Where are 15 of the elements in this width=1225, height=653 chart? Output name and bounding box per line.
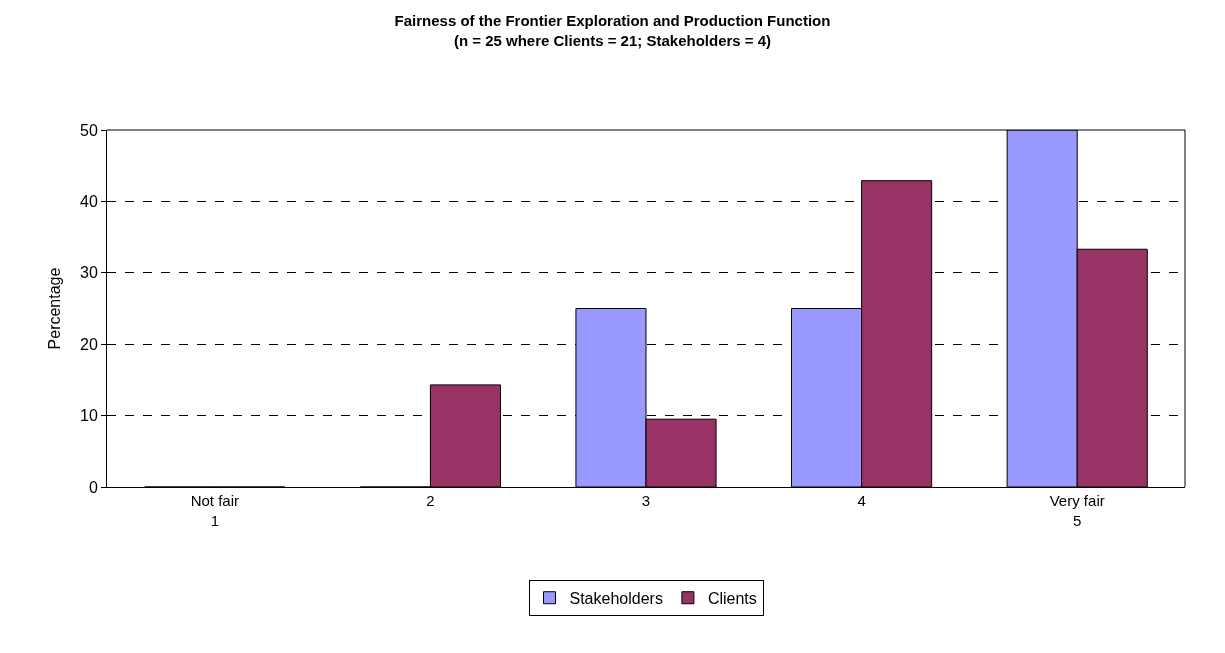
legend-label: Stakeholders (569, 589, 663, 607)
x-tick-label: Not fair 1 (190, 492, 239, 529)
y-tick-label: 40 (80, 193, 98, 210)
x-tick-label: 4 (857, 492, 866, 509)
x-tick-label: 3 (641, 492, 651, 509)
y-tick-label: 0 (88, 478, 98, 496)
y-tick-label: 10 (80, 407, 98, 425)
y-tick-label: 20 (80, 335, 98, 353)
chart-title: Fairness of the Frontier Exploration and Production Function (n = 25 where Clients = 21; Stakeholders = 4) (394, 12, 831, 49)
y-tick-label: 30 (80, 264, 98, 282)
x-tick-label: 2 (426, 492, 435, 509)
y-axis-title: Percentage (45, 267, 63, 350)
y-tick-label: 50 (80, 121, 98, 139)
legend-label: Clients (707, 589, 757, 607)
x-tick-label: Very fair 5 (1049, 492, 1105, 529)
